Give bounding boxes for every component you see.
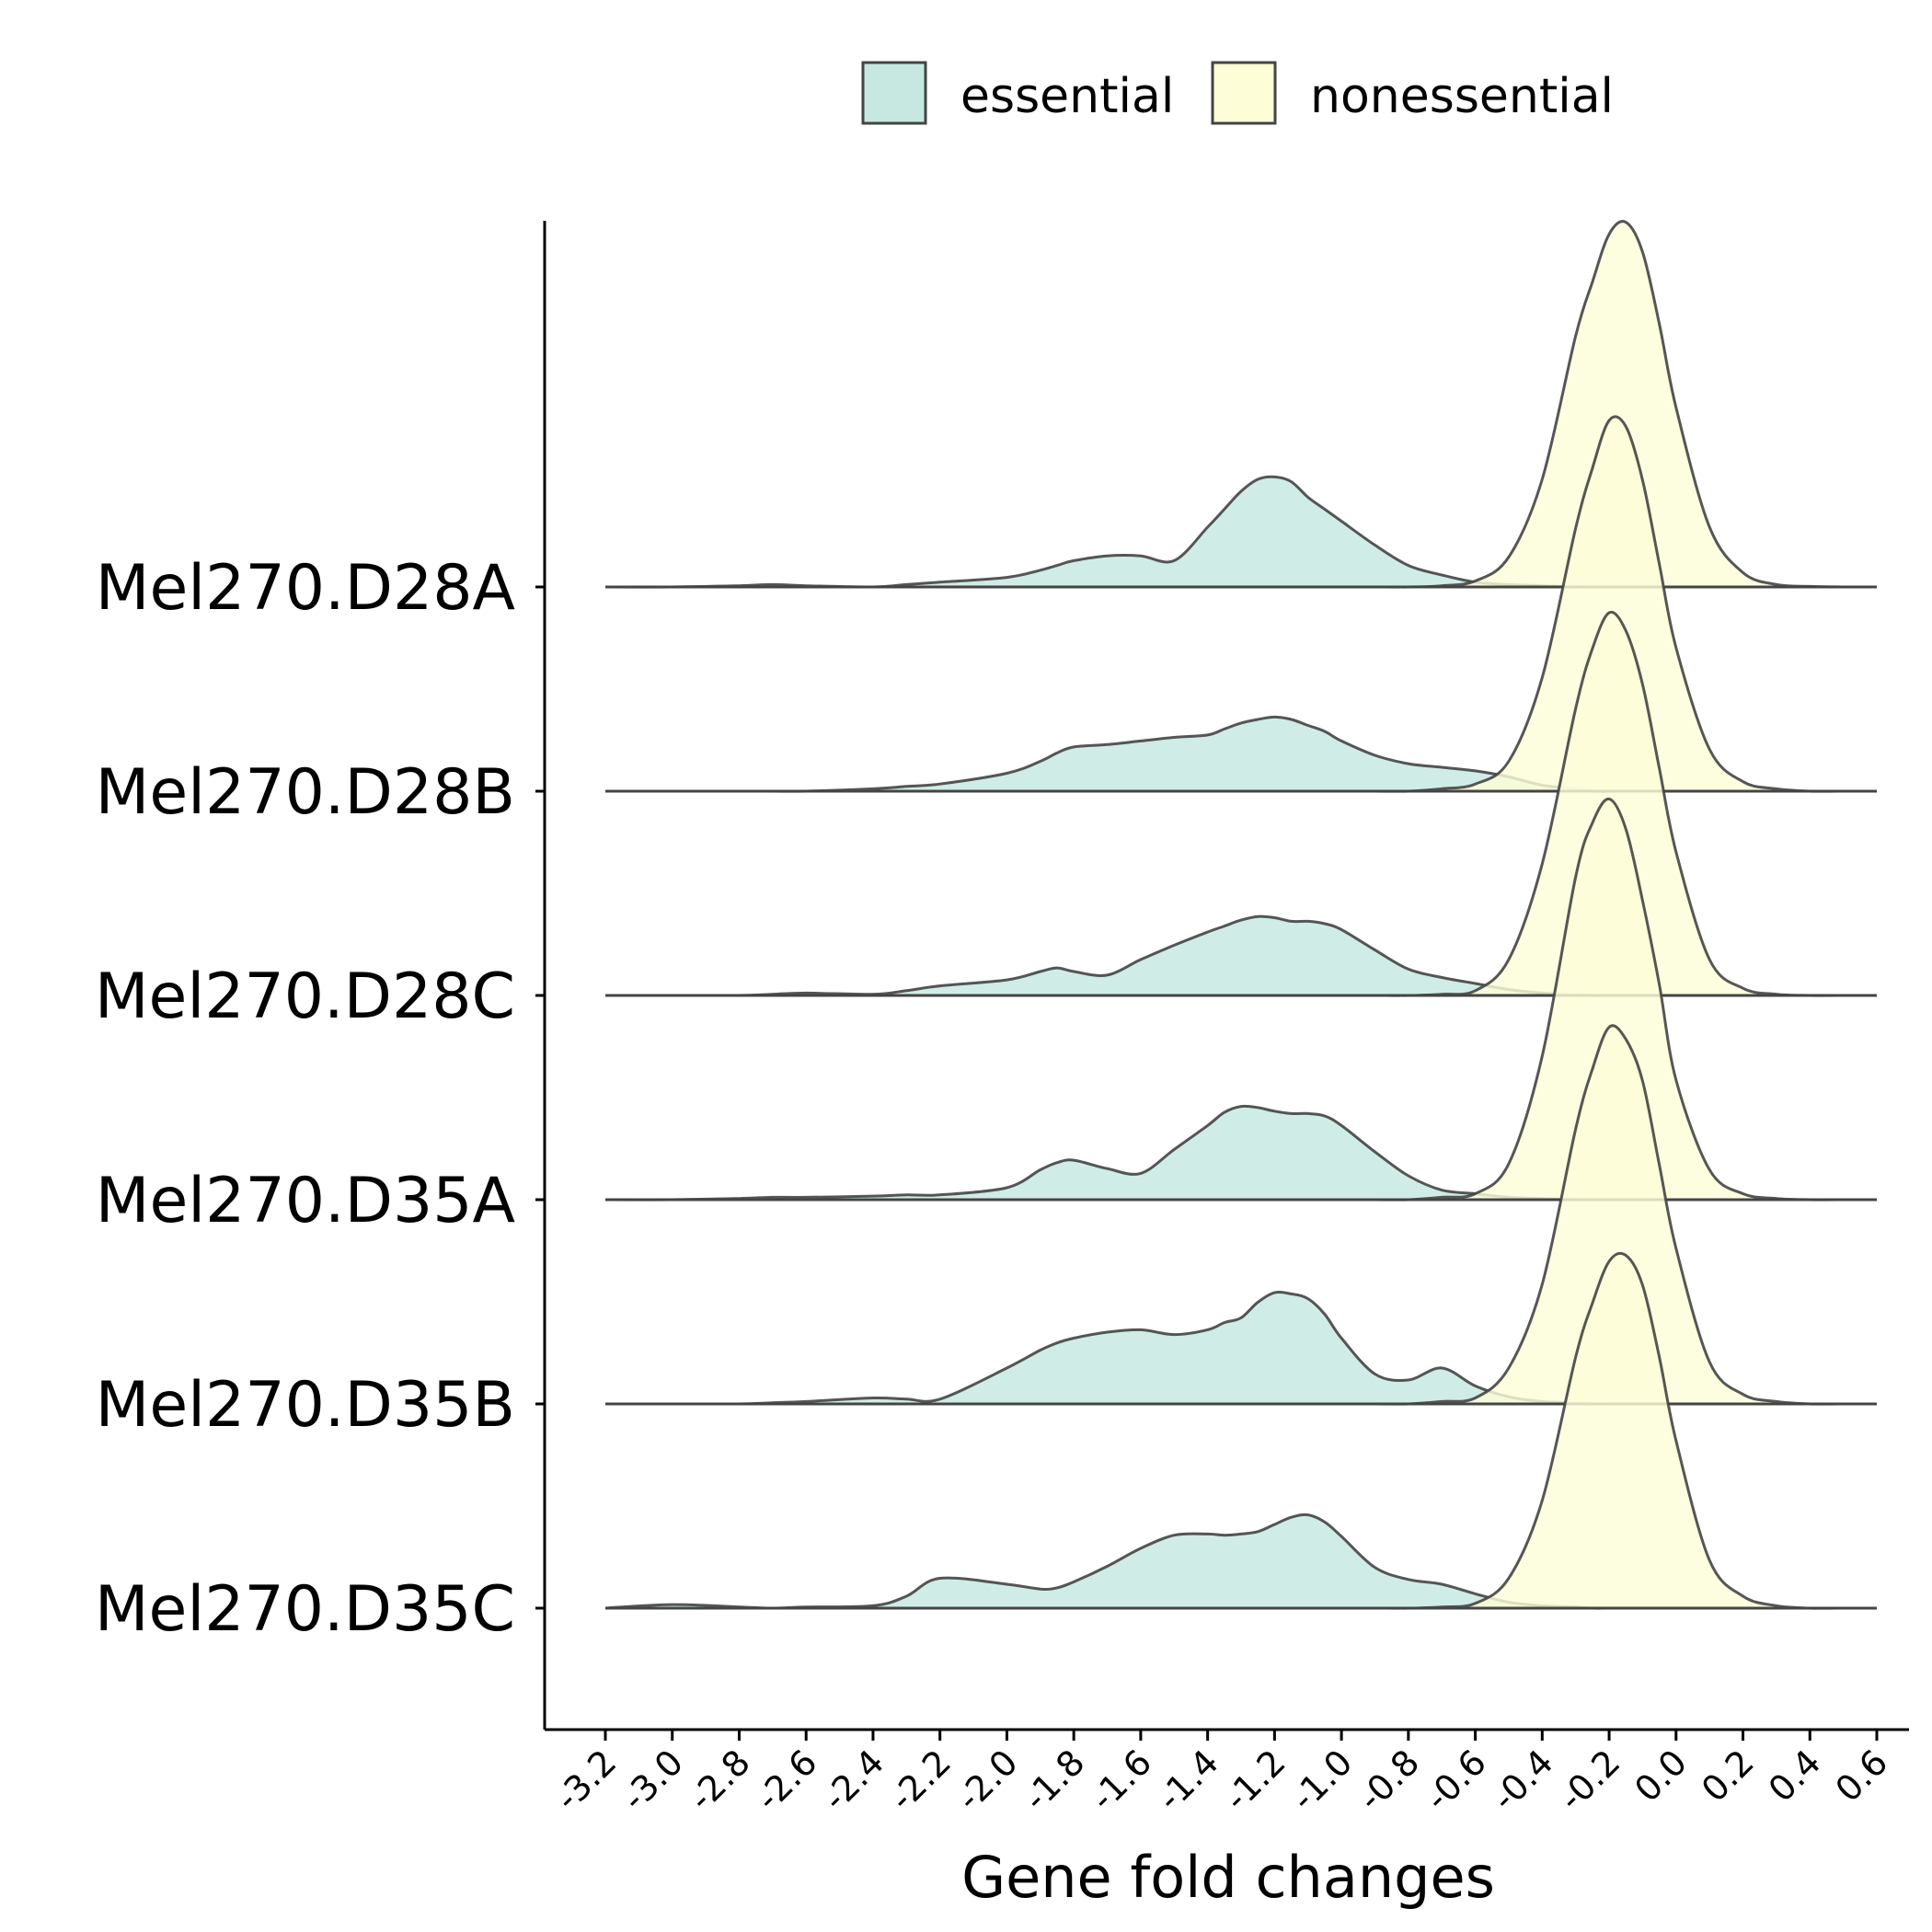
x-tick-label: 0.4 (1761, 1742, 1829, 1810)
x-tick-label: 0.2 (1694, 1742, 1762, 1810)
density-fill-essential-Mel270.D35A (605, 1106, 1877, 1201)
x-tick-label: -3.0 (615, 1742, 692, 1819)
density-fill-nonessential-Mel270.D28B (605, 416, 1877, 792)
legend-label-essential: essential (960, 69, 1174, 124)
x-tick-label: -0.6 (1417, 1742, 1494, 1819)
y-tick-label: Mel270.D35C (95, 1573, 515, 1646)
x-tick-label: -2.4 (815, 1742, 892, 1819)
ridge-Mel270.D28A (604, 220, 1877, 589)
y-tick-label: Mel270.D28B (96, 756, 515, 829)
legend-swatch-nonessential (1211, 61, 1277, 125)
ridge-Mel270.D35C (604, 1251, 1877, 1610)
x-tick-label: -1.4 (1149, 1742, 1226, 1819)
x-tick-label: -2.2 (881, 1742, 959, 1819)
density-fill-nonessential-Mel270.D35A (605, 799, 1877, 1201)
density-fill-essential-Mel270.D28A (605, 477, 1877, 588)
density-fill-nonessential-Mel270.D35B (605, 1025, 1877, 1405)
x-tick-label: 0.0 (1627, 1742, 1695, 1810)
x-tick-label: -0.4 (1484, 1742, 1561, 1819)
y-tick-label: Mel270.D35B (96, 1369, 515, 1442)
axes (543, 221, 1909, 1731)
y-ticks: Mel270.D28A Mel270.D28B Mel270.D28C Mel270.… (95, 552, 545, 1646)
x-tick-label: -0.2 (1551, 1742, 1628, 1819)
density-fill-nonessential-Mel270.D28A (605, 221, 1877, 588)
y-tick-label: Mel270.D35A (96, 1165, 515, 1237)
legend-label-nonessential: nonessential (1310, 69, 1614, 124)
x-ticks: -3.2-3.0-2.8-2.6-2.4-2.2-2.0-1.8-1.6-1.4… (547, 1730, 1896, 1819)
ridge-Mel270.D35B (605, 1024, 1877, 1406)
x-tick-label: 0.6 (1828, 1742, 1896, 1810)
x-axis-title: Gene fold changes (961, 1844, 1495, 1911)
density-fill-essential-Mel270.D28B (605, 717, 1877, 792)
x-tick-label: -1.0 (1283, 1742, 1361, 1819)
x-tick-label: -0.8 (1351, 1742, 1428, 1819)
density-fill-nonessential-Mel270.D28C (605, 612, 1877, 996)
density-fill-nonessential-Mel270.D35C (605, 1253, 1877, 1609)
x-tick-label: -2.0 (949, 1742, 1026, 1819)
y-tick-label: Mel270.D28C (95, 960, 515, 1033)
x-tick-label: -3.2 (547, 1742, 625, 1819)
x-tick-label: -1.6 (1083, 1742, 1160, 1819)
x-tick-label: -1.2 (1216, 1742, 1294, 1819)
ridges (604, 220, 1877, 1610)
legend: essential nonessential (861, 61, 1614, 125)
legend-swatch-essential (861, 61, 927, 125)
density-fill-essential-Mel270.D35B (605, 1292, 1877, 1405)
density-fill-essential-Mel270.D28C (605, 916, 1877, 996)
x-tick-label: -2.8 (681, 1742, 758, 1819)
ridge-Mel270.D28C (604, 610, 1877, 997)
x-tick-label: -1.8 (1016, 1742, 1093, 1819)
x-tick-label: -2.6 (748, 1742, 825, 1819)
ridge-Mel270.D35A (604, 798, 1877, 1202)
y-tick-label: Mel270.D28A (96, 552, 515, 625)
